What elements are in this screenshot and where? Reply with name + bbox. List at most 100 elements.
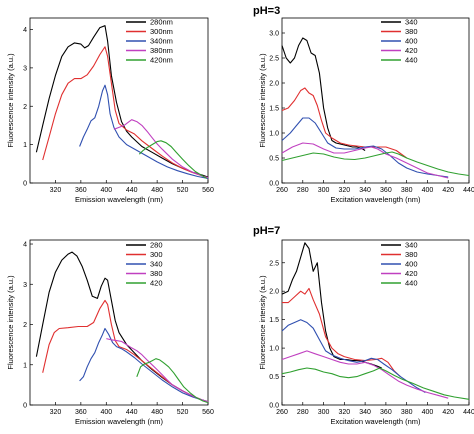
x-tick-label: 380 [401,409,413,416]
chart-excitation-ph7: 260 280 300 320 340 360 380 400 420 4400.00.51.01… [258,239,474,426]
x-tick-label: 360 [75,409,87,416]
y-tick-label: 1.5 [269,317,279,324]
legend-label: 340 [405,241,418,250]
series-line-340 [79,327,209,403]
series-line-380nm [113,119,209,179]
y-tick-label: 3 [23,65,27,72]
y-axis-label: Fluorescence intensity (a.u.) [258,275,267,370]
legend-label: 420 [150,279,163,288]
legend-label: 440 [405,56,418,65]
plot-frame [29,239,209,406]
plot-frame [281,17,470,184]
y-tick-label: 4 [23,27,27,34]
legend-label: 400 [405,37,418,46]
x-tick-label: 560 [202,409,214,416]
x-tick-label: 420 [442,187,454,194]
y-axis-label: Fluorescence intensity (a.u.) [258,53,267,148]
y-tick-label: 3 [23,282,27,289]
y-tick-label: 1.5 [269,106,279,113]
legend-label: 340nm [150,37,173,46]
legend-label: 420nm [150,56,173,65]
x-axis-label: Excitation wavelength (nm) [330,417,421,426]
x-tick-label: 360 [380,409,392,416]
series-line-340 [281,37,366,151]
x-axis-label: Emission wavelength (nm) [75,195,163,204]
y-tick-label: 1 [23,142,27,149]
y-tick-label: 0 [23,181,27,188]
legend-label: 300nm [150,27,173,36]
legend-label: 380 [405,250,418,259]
y-tick-label: 4 [23,242,27,249]
plot-frame [29,17,209,184]
legend-label: 420 [405,269,418,278]
series-line-420 [136,358,209,404]
chart-excitation-ph3: 260 280 300 320 340 360 380 400 420 4400.00.51.01… [258,17,474,204]
y-tick-label: 0 [23,403,27,410]
legend-label: 280 [150,241,163,250]
x-tick-label: 440 [463,409,474,416]
series-line-300nm [42,46,209,179]
legend-label: 280nm [150,18,173,27]
y-tick-label: 1.0 [269,346,279,353]
x-tick-label: 440 [126,187,138,194]
legend-label: 340 [405,18,418,27]
y-tick-label: 2.0 [269,81,279,88]
y-axis-label: Fluorescence intensity (a.u.) [6,53,15,148]
y-tick-label: 2.0 [269,289,279,296]
x-tick-label: 260 [276,187,288,194]
series-line-440 [281,151,470,177]
legend-label: 380 [405,27,418,36]
series-line-280 [35,251,209,403]
chart-emission-ph7: 320 360 400 440 480 520 560 0 1 2 3 4 Emission wavel… [6,239,214,426]
series-line-400 [281,117,449,178]
x-tick-label: 400 [100,187,112,194]
x-tick-label: 480 [151,187,163,194]
x-tick-label: 520 [177,187,189,194]
x-tick-label: 440 [126,409,138,416]
legend-label: 380nm [150,46,173,55]
y-tick-label: 0.5 [269,374,279,381]
x-tick-label: 300 [318,409,330,416]
x-tick-label: 340 [359,187,371,194]
x-tick-label: 440 [463,187,474,194]
series-line-280nm [35,25,209,178]
series-line-340 [281,242,382,369]
x-tick-label: 400 [100,409,112,416]
y-tick-label: 2.5 [269,56,279,63]
legend-label: 380 [150,269,163,278]
y-tick-label: 3.0 [269,31,279,38]
x-tick-label: 520 [177,409,189,416]
x-tick-label: 380 [401,187,413,194]
series-line-400 [281,319,426,393]
x-tick-label: 400 [422,409,434,416]
y-tick-label: 0.0 [269,403,279,410]
legend-label: 440 [405,279,418,288]
x-tick-label: 480 [151,409,163,416]
x-tick-label: 560 [202,187,214,194]
y-tick-label: 2 [23,322,27,329]
x-tick-label: 280 [297,187,309,194]
x-tick-label: 420 [442,409,454,416]
x-tick-label: 360 [380,187,392,194]
y-tick-label: 1.0 [269,131,279,138]
x-tick-label: 320 [338,187,350,194]
x-tick-label: 360 [75,187,87,194]
legend-label: 400 [405,260,418,269]
series-line-440 [281,367,470,400]
y-tick-label: 2 [23,104,27,111]
series-line-420 [281,142,449,179]
x-tick-label: 320 [50,409,62,416]
plot-frame [281,239,470,406]
x-tick-label: 320 [338,409,350,416]
x-tick-label: 340 [359,409,371,416]
y-tick-label: 0.0 [269,181,279,188]
x-tick-label: 260 [276,409,288,416]
x-tick-label: 280 [297,409,309,416]
y-tick-label: 2.5 [269,260,279,267]
series-line-380 [282,287,401,378]
